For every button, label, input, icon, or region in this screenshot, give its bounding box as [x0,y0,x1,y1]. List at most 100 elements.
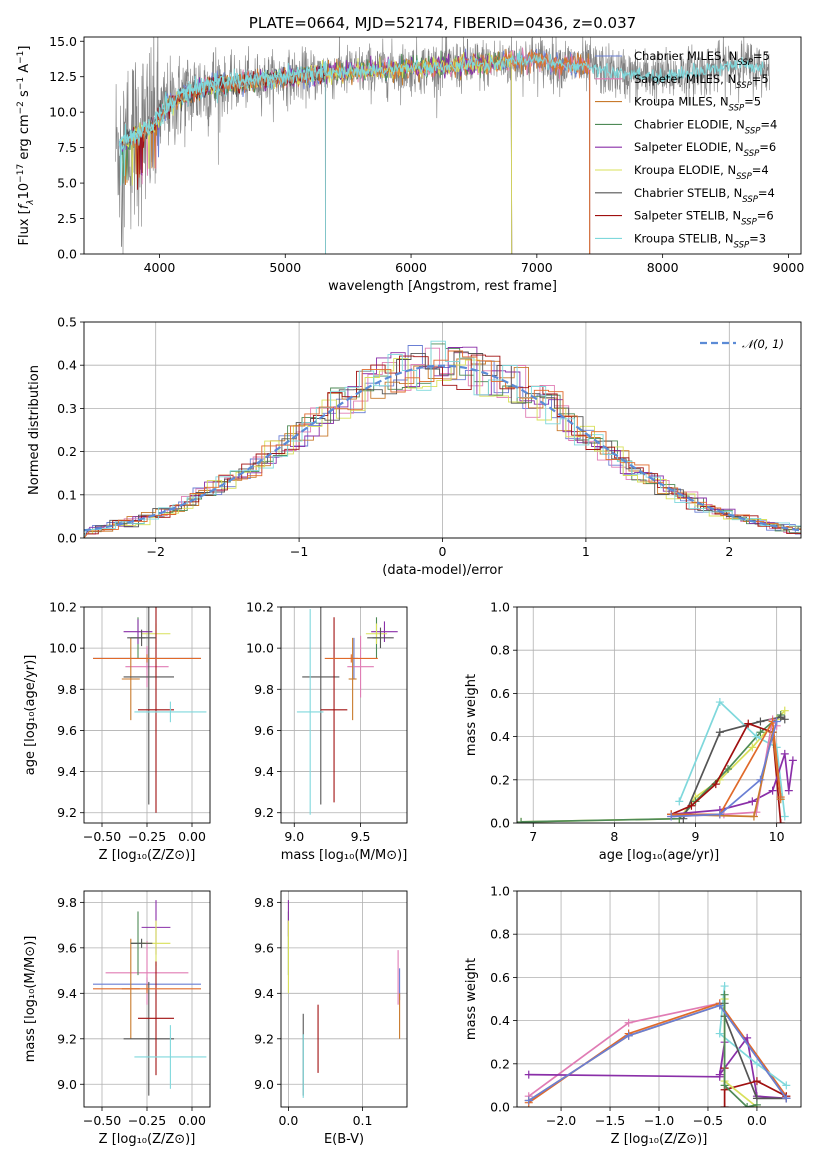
errorbar-point [371,621,398,642]
panel-age_vs_mass: 9.0 9.5 9.2 9.4 9.6 9.8 10.0 10.2 mass [log₁₀(M/… [246,600,408,863]
y-tick-label: 0.8 [490,927,510,942]
legend-label: Kroupa MILES, NSSP=5 [634,95,761,114]
legend-label: Salpeter STELIB, NSSP=6 [634,209,774,228]
y-tick-label: 0.2 [490,1056,510,1071]
weight-marker [743,1103,752,1107]
weight-marker [715,1070,724,1079]
y-tick-label: 9.2 [57,805,77,820]
y-tick-label: 10.0 [246,641,274,656]
legend-text: Chabrier STELIB, N [634,186,742,200]
errorbar-point [134,1025,207,1089]
panel-massweight_vs_Z: −2.0 −1.5 −1.0 −0.5 0.0 0.0 0.2 0.4 0.6 0.8 1.0 Z [… [464,884,802,1147]
y-tick-label: 9.6 [254,723,274,738]
weight-marker [687,801,696,810]
axes-frame [83,36,802,255]
residual-histogram [84,351,801,538]
x-axis-label: Z [log₁₀(Z/Z⊙)] [99,1132,196,1147]
y-tick-label: 0.6 [490,686,510,701]
y-tick-label: 9.6 [57,940,77,955]
legend-sub: SSP [736,81,752,91]
x-tick-label: −0.25 [128,1113,166,1128]
weight-marker [749,812,758,821]
weight-marker [752,1077,761,1086]
x-tick-label: −0.50 [83,1113,121,1128]
y-tick-label: 12.5 [49,69,77,84]
y-tick-label: 9.2 [57,1031,77,1046]
weight-marker [675,797,684,806]
y-axis-label-part: λ [26,199,36,205]
errorbar-point [105,941,189,1005]
errorbar-point [347,635,374,698]
y-tick-label: 9.4 [254,764,274,779]
plot-area [524,982,791,1107]
legend-text: Kroupa STELIB, N [634,231,734,245]
y-tick-label: 9.6 [57,723,77,738]
residual-histogram [84,350,801,538]
y-tick-label: 0.0 [490,816,510,831]
x-tick-label: 7000 [521,260,553,275]
x-tick-label: 9.0 [284,829,304,844]
weight-marker [752,1100,761,1107]
y-tick-label: 10.2 [246,600,274,615]
weight-marker [780,812,789,821]
weight-marker [748,743,757,752]
weight-marker [756,717,765,726]
y-axis-label-part: Flux [ [17,209,32,245]
legend-sub: SSP [737,58,753,68]
legend-tail: =4 [758,186,775,200]
y-tick-label: 0.5 [57,315,77,330]
x-tick-label: 9 [692,829,700,844]
axes-frame [280,606,408,824]
axes-frame [83,606,211,824]
legend-label: Chabrier ELODIE, NSSP=4 [634,117,777,136]
weight-marker [782,1081,791,1090]
plot-area [84,340,801,538]
x-tick-label: 5000 [269,260,301,275]
legend-tail: =5 [744,95,761,109]
x-axis-label: mass [log₁₀(M/M⊙)] [281,848,408,863]
x-tick-label: 1 [582,544,590,559]
legend-label: Chabrier MILES, NSSP=5 [634,49,770,68]
y-axis-label-part: −1 [16,77,26,90]
weight-line [671,718,782,816]
legend-sub: SSP [729,104,745,114]
legend-sub: SSP [744,149,760,159]
weight-marker [715,1029,724,1038]
weight-line [528,1002,787,1104]
x-tick-label: −1.5 [595,1113,625,1128]
y-tick-label: 0.2 [490,772,510,787]
y-tick-label: 9.8 [254,682,274,697]
plot-area [93,607,207,813]
chart-title: PLATE=0664, MJD=52174, FIBERID=0436, z=0… [249,14,636,32]
x-tick-label: 0.0 [747,1113,767,1128]
errorbar-point [365,623,388,645]
weight-marker [756,728,765,737]
legend-tail: =5 [752,72,769,86]
x-tick-label: 9.5 [351,829,371,844]
y-axis-label-part: f [17,202,32,209]
y-tick-label: 0.0 [490,1100,510,1115]
legend-text: Chabrier MILES, N [634,49,737,63]
weight-marker [667,812,676,821]
legend-text: Kroupa ELODIE, N [634,163,736,177]
x-tick-label: −0.25 [128,829,166,844]
legend-sub: SSP [736,172,752,182]
y-axis-label: Normed distribution [27,365,42,495]
weight-marker [524,1070,533,1079]
y-tick-label: 0.2 [57,444,77,459]
y-axis-label: mass weight [464,674,479,756]
x-tick-label: −2 [146,544,164,559]
legend-text: Chabrier ELODIE, N [634,117,745,131]
y-tick-label: 9.4 [254,986,274,1001]
y-tick-label: 0.6 [490,970,510,985]
legend-tail: =6 [759,140,776,154]
legend-text: Salpeter ELODIE, N [634,140,744,154]
weight-marker [780,749,789,758]
x-tick-label: 0 [439,544,447,559]
legend-label: Salpeter MILES, NSSP=5 [634,72,769,91]
weight-marker [748,797,757,806]
axes-frame [83,321,802,539]
model-spectrum-salpeter-miles [121,47,591,254]
errorbar-point [93,984,201,994]
